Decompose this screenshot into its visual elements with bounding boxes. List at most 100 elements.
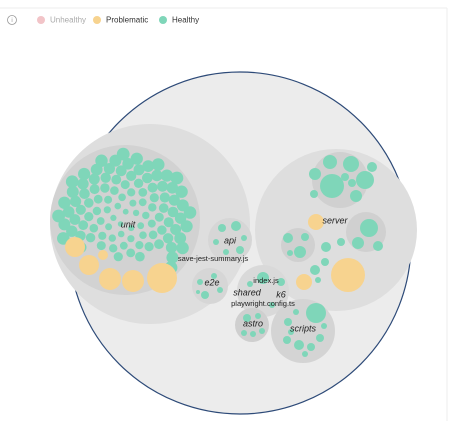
- file-bubble[interactable]: [367, 162, 377, 172]
- file-bubble[interactable]: [62, 206, 75, 218]
- file-bubble[interactable]: [241, 235, 247, 241]
- file-bubble[interactable]: [154, 239, 164, 250]
- file-bubble[interactable]: [309, 168, 321, 180]
- file-bubble[interactable]: [213, 239, 219, 245]
- file-bubble[interactable]: [88, 173, 100, 185]
- file-bubble[interactable]: [122, 270, 144, 292]
- file-bubble[interactable]: [104, 195, 113, 204]
- file-bubble[interactable]: [129, 199, 137, 207]
- file-bubble[interactable]: [321, 323, 327, 329]
- legend-dot-problematic[interactable]: [93, 16, 101, 24]
- file-bubble[interactable]: [316, 334, 324, 342]
- file-bubble[interactable]: [128, 225, 135, 232]
- file-bubble[interactable]: [241, 330, 247, 336]
- file-bubble[interactable]: [65, 175, 79, 188]
- file-bubble[interactable]: [269, 302, 275, 308]
- file-bubble[interactable]: [350, 190, 362, 202]
- file-bubble[interactable]: [142, 172, 153, 184]
- file-bubble[interactable]: [306, 303, 326, 323]
- file-bubble[interactable]: [287, 250, 293, 256]
- file-bubble[interactable]: [341, 173, 349, 181]
- file-bubble[interactable]: [308, 214, 324, 230]
- file-bubble[interactable]: [180, 220, 193, 233]
- file-bubble[interactable]: [170, 224, 182, 235]
- file-bubble[interactable]: [98, 250, 108, 260]
- file-bubble[interactable]: [66, 225, 78, 237]
- file-bubble[interactable]: [147, 182, 158, 193]
- file-bubble[interactable]: [149, 193, 159, 203]
- file-bubble[interactable]: [257, 272, 269, 284]
- file-bubble[interactable]: [348, 179, 356, 187]
- file-bubble[interactable]: [92, 206, 102, 216]
- file-bubble[interactable]: [170, 171, 184, 185]
- file-bubble[interactable]: [154, 212, 164, 222]
- legend-label[interactable]: Unhealthy: [50, 16, 86, 25]
- file-bubble[interactable]: [110, 186, 119, 195]
- file-bubble[interactable]: [108, 234, 117, 242]
- file-bubble[interactable]: [157, 225, 167, 235]
- file-bubble[interactable]: [148, 203, 157, 212]
- file-bubble[interactable]: [288, 329, 294, 335]
- file-bubble[interactable]: [105, 223, 113, 231]
- file-bubble[interactable]: [360, 219, 378, 237]
- file-bubble[interactable]: [127, 235, 135, 243]
- file-bubble[interactable]: [166, 182, 179, 194]
- file-bubble[interactable]: [84, 198, 94, 208]
- file-bubble[interactable]: [159, 192, 170, 203]
- file-bubble[interactable]: [66, 185, 79, 198]
- file-bubble[interactable]: [78, 220, 89, 231]
- file-bubble[interactable]: [255, 313, 261, 319]
- legend-dot-unhealthy[interactable]: [37, 16, 45, 24]
- file-bubble[interactable]: [138, 198, 147, 207]
- file-bubble[interactable]: [90, 163, 103, 176]
- file-bubble[interactable]: [162, 233, 174, 244]
- file-bubble[interactable]: [100, 183, 110, 193]
- file-bubble[interactable]: [118, 193, 126, 202]
- file-bubble[interactable]: [138, 188, 148, 197]
- file-bubble[interactable]: [130, 152, 143, 165]
- file-bubble[interactable]: [337, 238, 345, 246]
- file-bubble[interactable]: [75, 204, 86, 215]
- file-bubble[interactable]: [57, 232, 70, 245]
- file-bubble[interactable]: [321, 258, 329, 266]
- file-bubble[interactable]: [96, 217, 105, 225]
- file-bubble[interactable]: [117, 230, 125, 238]
- file-bubble[interactable]: [115, 165, 127, 177]
- file-bubble[interactable]: [65, 237, 85, 257]
- file-bubble[interactable]: [320, 174, 344, 198]
- file-bubble[interactable]: [142, 211, 150, 220]
- file-bubble[interactable]: [79, 255, 99, 275]
- file-bubble[interactable]: [135, 241, 144, 250]
- file-bubble[interactable]: [98, 231, 107, 240]
- file-bubble[interactable]: [77, 178, 89, 190]
- file-bubble[interactable]: [79, 188, 90, 199]
- legend-dot-healthy[interactable]: [159, 16, 167, 24]
- file-bubble[interactable]: [301, 233, 309, 241]
- file-bubble[interactable]: [277, 278, 285, 286]
- file-bubble[interactable]: [89, 223, 99, 233]
- file-bubble[interactable]: [197, 279, 203, 285]
- file-bubble[interactable]: [176, 241, 189, 255]
- folder-circle[interactable]: [255, 149, 417, 311]
- file-bubble[interactable]: [163, 217, 174, 228]
- file-bubble[interactable]: [373, 241, 383, 251]
- file-bubble[interactable]: [114, 202, 122, 210]
- file-bubble[interactable]: [223, 249, 229, 255]
- file-bubble[interactable]: [117, 221, 124, 227]
- file-bubble[interactable]: [160, 169, 173, 182]
- file-bubble[interactable]: [103, 163, 115, 175]
- file-bubble[interactable]: [120, 180, 130, 190]
- file-bubble[interactable]: [52, 209, 65, 223]
- file-bubble[interactable]: [352, 237, 364, 249]
- file-bubble[interactable]: [315, 277, 321, 283]
- file-bubble[interactable]: [133, 164, 145, 176]
- file-bubble[interactable]: [293, 309, 299, 315]
- file-bubble[interactable]: [122, 208, 129, 215]
- file-bubble[interactable]: [109, 244, 118, 253]
- file-bubble[interactable]: [116, 147, 130, 161]
- file-bubble[interactable]: [144, 242, 154, 252]
- file-bubble[interactable]: [151, 158, 165, 171]
- file-bubble[interactable]: [69, 214, 81, 225]
- file-bubble[interactable]: [259, 328, 265, 334]
- legend-label[interactable]: Problematic: [106, 16, 148, 25]
